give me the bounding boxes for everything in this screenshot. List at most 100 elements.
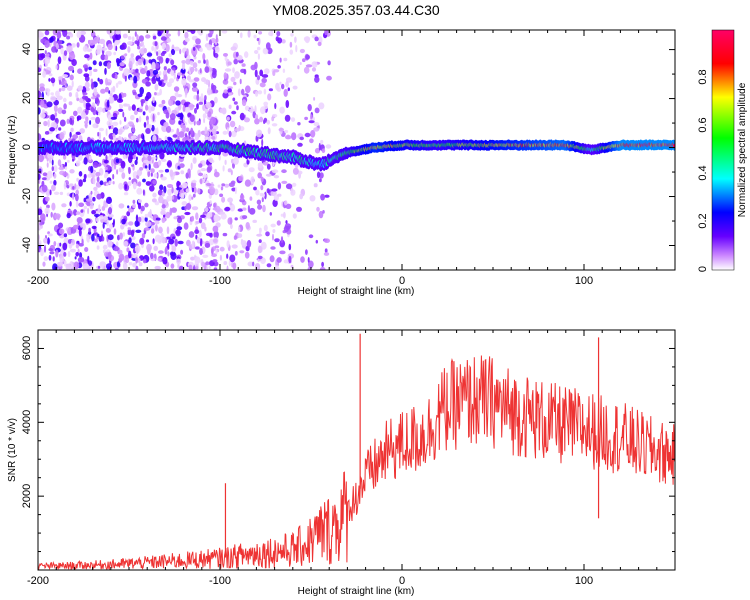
spectral-speckle xyxy=(245,222,250,230)
bottom-xaxis-label: Height of straight line (km) xyxy=(298,586,415,597)
spectral-speckle xyxy=(167,242,170,250)
spectral-speckle xyxy=(64,162,67,167)
spectral-speckle xyxy=(163,66,167,71)
spectral-speckle xyxy=(307,260,314,269)
spectral-speckle xyxy=(196,236,201,244)
spectral-speckle xyxy=(137,93,143,98)
spectral-speckle xyxy=(156,172,159,179)
spectral-speckle xyxy=(212,238,218,243)
spectral-speckle xyxy=(80,209,84,213)
spectral-speckle xyxy=(276,31,281,37)
spectral-speckle xyxy=(205,79,209,85)
spectral-speckle xyxy=(220,213,227,220)
spectral-speckle xyxy=(50,92,54,96)
spectral-speckle xyxy=(66,45,73,53)
spectral-speckle xyxy=(157,160,162,166)
spectral-speckle xyxy=(76,217,83,224)
spectral-speckle xyxy=(313,97,316,101)
spectral-speckle xyxy=(163,185,167,194)
spectral-speckle xyxy=(64,166,68,170)
spectral-speckle xyxy=(111,165,114,171)
spectral-speckle xyxy=(137,216,142,223)
spectral-speckle xyxy=(221,30,228,34)
spectral-speckle xyxy=(239,78,242,85)
spectral-speckle xyxy=(241,99,247,107)
spectral-speckle xyxy=(166,226,170,235)
spectral-speckle xyxy=(142,258,147,264)
spectral-speckle xyxy=(62,242,68,251)
spectral-speckle xyxy=(209,186,216,195)
spectral-speckle xyxy=(45,196,50,202)
spectral-speckle xyxy=(157,31,162,37)
spectral-speckle xyxy=(263,88,267,95)
spectral-speckle xyxy=(323,238,330,243)
spectral-speckle xyxy=(47,170,53,179)
spectral-speckle xyxy=(194,229,200,234)
spectral-speckle xyxy=(152,134,157,143)
spectral-speckle xyxy=(160,233,164,238)
spectral-speckle xyxy=(61,203,67,208)
spectral-speckle xyxy=(144,216,148,222)
spectral-speckle xyxy=(51,202,56,211)
spectral-speckle xyxy=(207,111,212,118)
spectral-speckle xyxy=(256,37,260,42)
spectral-speckle xyxy=(195,265,199,270)
spectral-speckle xyxy=(42,172,48,177)
spectral-speckle xyxy=(180,192,185,200)
spectral-speckle xyxy=(149,209,152,217)
spectral-speckle xyxy=(145,81,152,87)
spectral-speckle xyxy=(161,192,165,197)
spectral-speckle xyxy=(90,190,93,195)
spectral-speckle xyxy=(214,96,218,104)
spectral-speckle xyxy=(199,238,203,247)
spectral-speckle xyxy=(290,32,294,37)
spectral-speckle xyxy=(165,30,169,34)
spectral-speckle xyxy=(53,104,58,113)
spectral-speckle xyxy=(121,218,126,225)
spectral-speckle xyxy=(78,171,83,177)
spectral-speckle xyxy=(80,111,86,120)
spectral-speckle xyxy=(239,112,245,121)
spectral-speckle xyxy=(152,238,155,245)
spectral-speckle xyxy=(96,175,100,183)
spectral-speckle xyxy=(227,197,234,203)
spectral-speckle xyxy=(140,100,144,107)
spectral-speckle xyxy=(156,73,160,78)
spectral-speckle xyxy=(158,56,164,64)
spectral-speckle xyxy=(223,72,227,80)
spectral-speckle xyxy=(241,88,245,96)
spectral-speckle xyxy=(75,193,79,202)
spectral-speckle xyxy=(231,110,237,115)
spectral-speckle xyxy=(56,95,63,101)
spectral-speckle xyxy=(162,256,168,265)
spectral-speckle xyxy=(292,85,298,90)
spectral-speckle xyxy=(137,257,141,263)
spectral-speckle xyxy=(48,233,53,237)
spectral-speckle xyxy=(313,122,320,127)
spectral-speckle xyxy=(73,110,78,117)
spectral-speckle xyxy=(99,215,104,220)
spectral-speckle xyxy=(274,265,280,270)
spectral-speckle xyxy=(158,250,164,254)
spectral-speckle xyxy=(266,188,270,194)
spectral-speckle xyxy=(38,133,42,141)
spectral-speckle xyxy=(231,244,238,249)
spectral-speckle xyxy=(77,68,83,74)
spectral-speckle xyxy=(53,179,57,186)
spectral-speckle xyxy=(192,46,196,51)
spectral-speckle xyxy=(297,142,303,147)
spectral-speckle xyxy=(151,61,156,68)
spectral-speckle xyxy=(68,52,76,61)
spectral-speckle xyxy=(103,215,108,221)
spectral-speckle xyxy=(252,219,257,223)
spectral-speckle xyxy=(285,100,290,108)
spectral-speckle xyxy=(167,160,172,168)
spectral-speckle xyxy=(252,261,255,267)
spectral-speckle xyxy=(151,198,157,203)
spectral-speckle xyxy=(324,30,328,36)
bottom-xtick-label: -100 xyxy=(209,575,231,587)
spectral-speckle xyxy=(61,109,67,115)
spectral-speckle xyxy=(63,259,67,267)
spectral-speckle xyxy=(191,206,199,211)
spectral-speckle xyxy=(224,159,227,165)
